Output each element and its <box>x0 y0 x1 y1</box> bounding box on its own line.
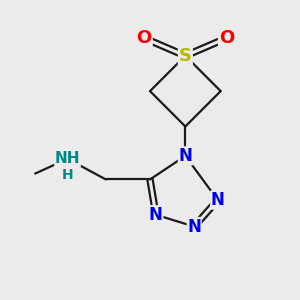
Text: H: H <box>62 168 74 182</box>
Text: NH: NH <box>55 151 80 166</box>
Text: N: N <box>211 191 225 209</box>
Text: S: S <box>179 47 192 65</box>
Text: N: N <box>178 147 192 165</box>
Text: N: N <box>187 218 201 236</box>
Text: O: O <box>219 29 234 47</box>
Text: N: N <box>149 206 163 224</box>
Text: O: O <box>136 29 152 47</box>
